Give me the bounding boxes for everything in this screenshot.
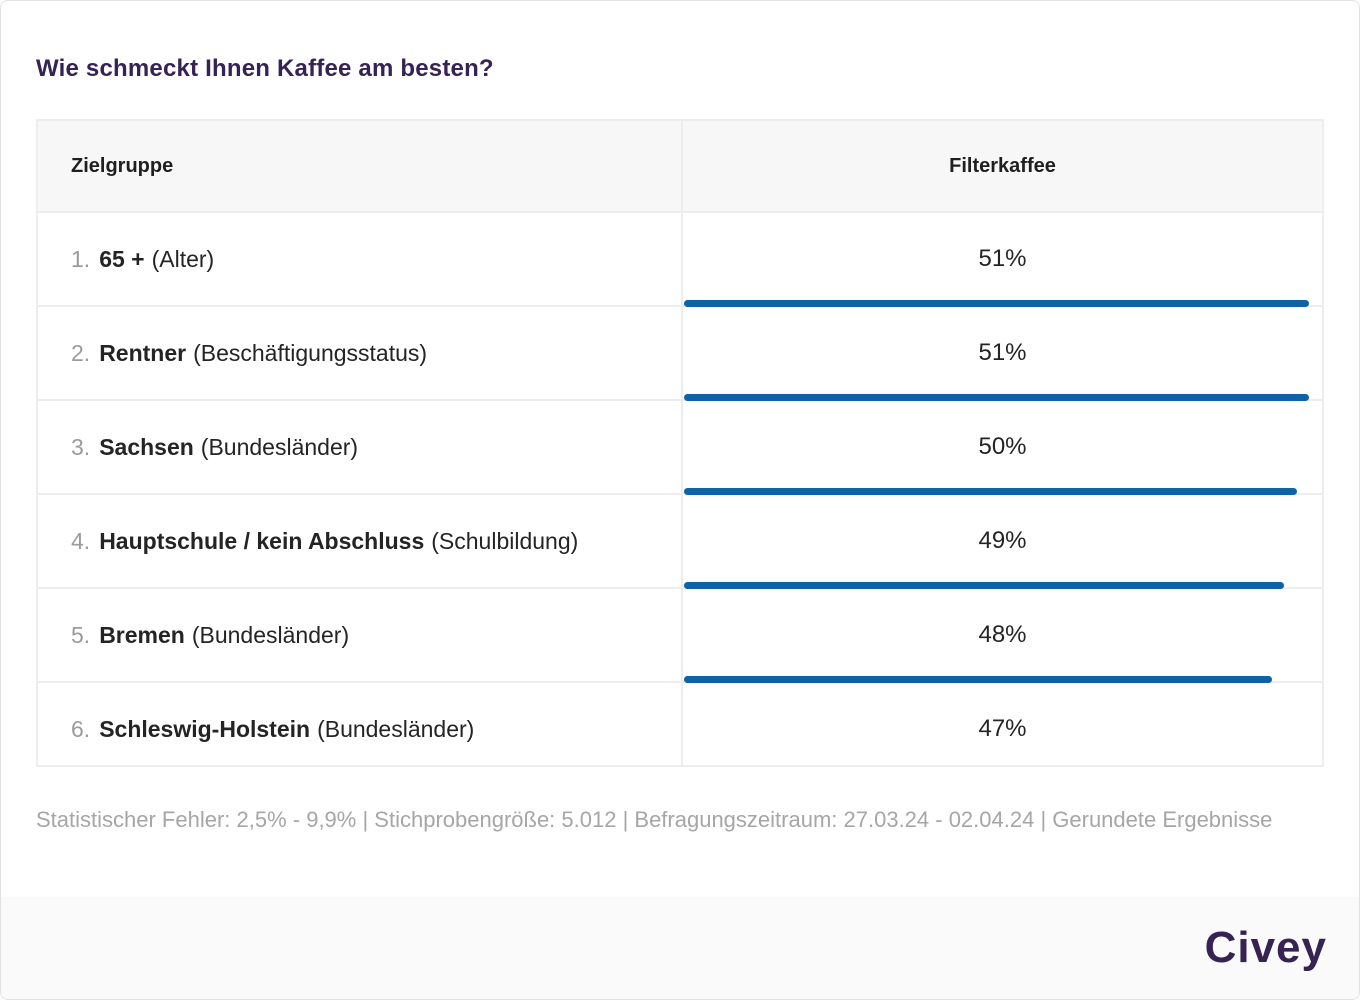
table-row: 4. Hauptschule / kein Abschluss (Schulbi… bbox=[38, 495, 1322, 589]
row-target-group-category: (Bundesländer) bbox=[191, 621, 350, 648]
row-target-group-name: Rentner bbox=[99, 339, 187, 366]
value-cell: 51% bbox=[683, 213, 1322, 307]
row-value-label: 51% bbox=[978, 339, 1027, 366]
table-row: 1. 65 + (Alter) 51% bbox=[38, 213, 1322, 307]
target-group-cell: 5. Bremen (Bundesländer) bbox=[38, 589, 683, 681]
row-value-label: 47% bbox=[978, 715, 1027, 742]
value-cell: 49% bbox=[683, 495, 1322, 589]
target-group-cell: 4. Hauptschule / kein Abschluss (Schulbi… bbox=[38, 495, 683, 587]
row-rank: 3. bbox=[71, 433, 91, 460]
table-body: 1. 65 + (Alter) 51% 2. Rentner (Beschäft… bbox=[38, 213, 1322, 765]
row-target-group-name: Sachsen bbox=[99, 433, 194, 460]
row-value-bar bbox=[684, 488, 1297, 495]
row-target-group-category: (Alter) bbox=[151, 245, 215, 272]
row-rank: 2. bbox=[71, 339, 91, 366]
card-content: Wie schmeckt Ihnen Kaffee am besten? Zie… bbox=[1, 51, 1359, 837]
value-cell: 50% bbox=[683, 401, 1322, 495]
value-cell: 51% bbox=[683, 307, 1322, 401]
row-value-bar bbox=[684, 394, 1309, 401]
target-group-cell: 2. Rentner (Beschäftigungsstatus) bbox=[38, 307, 683, 399]
target-group-cell: 1. 65 + (Alter) bbox=[38, 213, 683, 305]
row-value-label: 51% bbox=[978, 245, 1027, 272]
target-group-cell: 6. Schleswig-Holstein (Bundesländer) bbox=[38, 683, 683, 765]
results-table: Zielgruppe Filterkaffee 1. 65 + (Alter) … bbox=[36, 119, 1324, 767]
row-rank: 4. bbox=[71, 527, 91, 554]
value-cell: 48% bbox=[683, 589, 1322, 683]
row-target-group-category: (Bundesländer) bbox=[317, 715, 475, 742]
survey-question-title: Wie schmeckt Ihnen Kaffee am besten? bbox=[36, 55, 494, 82]
row-rank: 6. bbox=[71, 715, 91, 742]
civey-logo[interactable]: Civey bbox=[1204, 923, 1327, 972]
target-group-cell: 3. Sachsen (Bundesländer) bbox=[38, 401, 683, 493]
row-rank: 1. bbox=[71, 245, 91, 272]
row-value-label: 48% bbox=[978, 621, 1027, 648]
row-target-group-name: Schleswig-Holstein bbox=[99, 715, 311, 742]
row-target-group-category: (Bundesländer) bbox=[200, 433, 359, 460]
table-row: 6. Schleswig-Holstein (Bundesländer) 47% bbox=[38, 683, 1322, 765]
row-target-group-category: (Schulbildung) bbox=[431, 527, 579, 554]
row-value-bar bbox=[684, 582, 1285, 589]
table-row: 5. Bremen (Bundesländer) 48% bbox=[38, 589, 1322, 683]
value-cell: 47% bbox=[683, 683, 1322, 765]
column-header-zielgruppe: Zielgruppe bbox=[38, 121, 683, 211]
table-row: 3. Sachsen (Bundesländer) 50% bbox=[38, 401, 1322, 495]
table-row: 2. Rentner (Beschäftigungsstatus) 51% bbox=[38, 307, 1322, 401]
footer-brand-bar: Civey bbox=[1, 897, 1359, 999]
survey-methodology-note: Statistischer Fehler: 2,5% - 9,9% | Stic… bbox=[36, 807, 1273, 832]
row-value-bar bbox=[684, 676, 1273, 683]
row-value-label: 50% bbox=[978, 433, 1027, 460]
row-value-label: 49% bbox=[978, 527, 1027, 554]
row-target-group-name: 65 + bbox=[99, 245, 145, 272]
row-target-group-name: Bremen bbox=[99, 621, 185, 648]
row-target-group-category: (Beschäftigungsstatus) bbox=[193, 339, 428, 366]
column-header-filterkaffee: Filterkaffee bbox=[949, 154, 1056, 177]
row-rank: 5. bbox=[71, 621, 91, 648]
row-target-group-name: Hauptschule / kein Abschluss bbox=[99, 527, 425, 554]
table-header-row: Zielgruppe Filterkaffee bbox=[38, 121, 1322, 213]
row-value-bar bbox=[684, 300, 1309, 307]
